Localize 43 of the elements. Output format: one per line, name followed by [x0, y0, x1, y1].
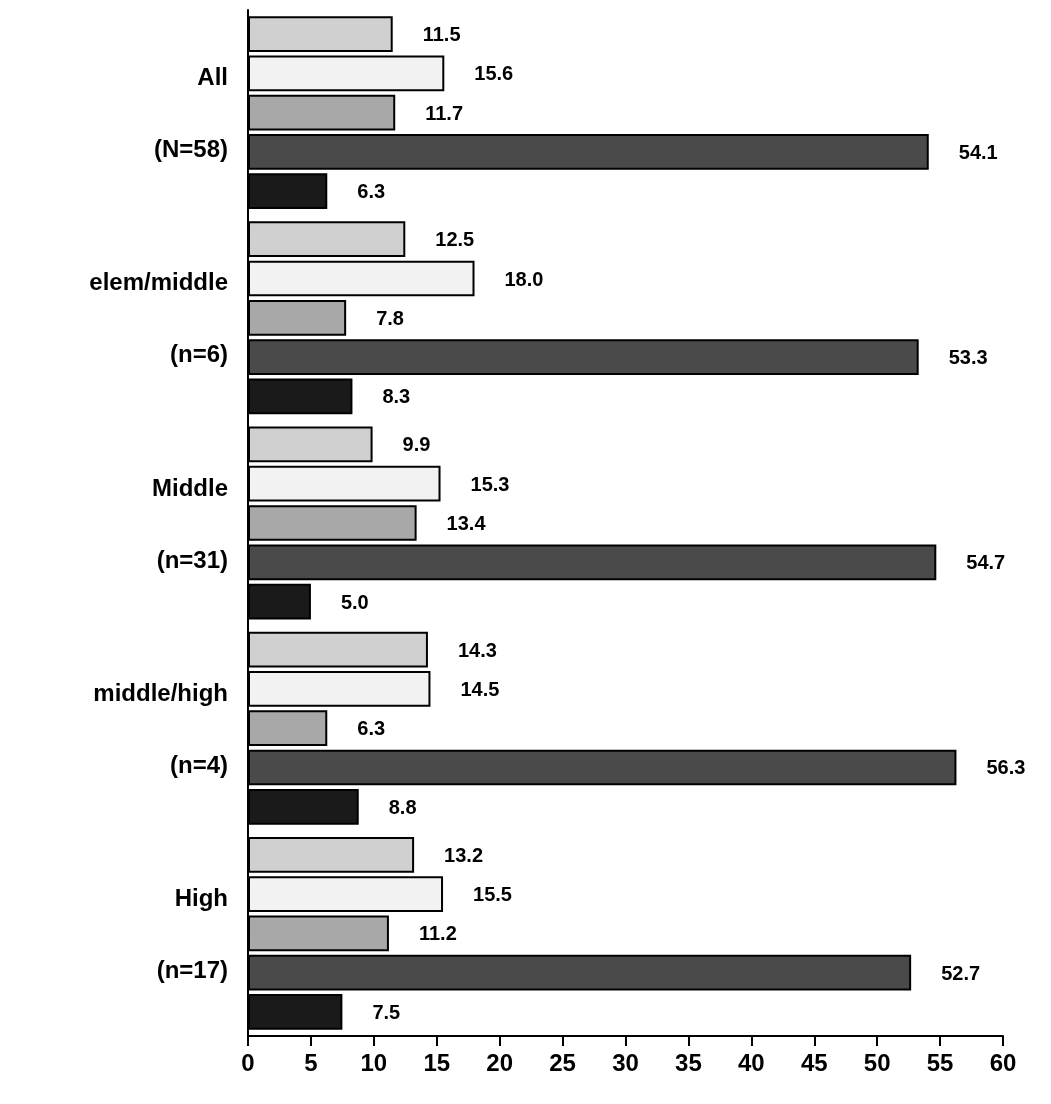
x-tick-label: 45 — [800, 1048, 828, 1076]
data-label: 5.0 — [340, 590, 369, 613]
data-label: 13.4 — [446, 512, 487, 534]
category-label: Middle (n=31) — [152, 473, 228, 573]
category-label: High (n=17) — [156, 883, 228, 983]
data-label: 14.5 — [460, 677, 500, 700]
data-label: 52.7 — [941, 961, 981, 984]
data-label: 12.5 — [435, 228, 475, 251]
x-tick-label: 0 — [241, 1048, 255, 1076]
category-label: middle/high (n=4) — [93, 678, 228, 778]
data-label: 8.3 — [382, 385, 411, 408]
x-tick-label: 35 — [675, 1048, 702, 1076]
data-label: 13.2 — [444, 843, 484, 866]
category-label: All (N=58) — [153, 63, 228, 163]
x-tick-label: 30 — [612, 1048, 639, 1076]
category-label: elem/middle (n=6) — [89, 268, 228, 368]
data-label: 56.3 — [986, 756, 1026, 779]
data-label: 7.8 — [376, 306, 404, 329]
x-tick-label: 5 — [304, 1048, 318, 1076]
data-label: 15.6 — [474, 62, 514, 85]
data-label: 8.8 — [388, 795, 417, 818]
data-label: 15.5 — [473, 883, 512, 906]
data-label: 15.3 — [470, 472, 510, 495]
data-label: 11.5 — [422, 23, 461, 46]
data-label: 7.5 — [372, 1000, 401, 1023]
x-tick-label: 40 — [737, 1048, 765, 1076]
data-label: 11.2 — [418, 922, 457, 945]
x-tick-label: 15 — [423, 1048, 451, 1076]
x-tick-label: 55 — [926, 1048, 954, 1076]
x-tick-label: 10 — [360, 1048, 388, 1076]
data-label: 11.7 — [425, 101, 464, 124]
x-tick-label: 60 — [989, 1048, 1017, 1076]
x-tick-label: 50 — [863, 1048, 891, 1076]
x-tick-label: 25 — [549, 1048, 576, 1076]
data-label: 53.3 — [948, 346, 988, 369]
data-label: 14.3 — [457, 638, 497, 661]
data-label: 54.7 — [966, 551, 1006, 574]
data-label: 6.3 — [357, 180, 386, 203]
data-label: 54.1 — [958, 140, 998, 163]
data-label: 9.9 — [402, 433, 431, 456]
data-label: 6.3 — [357, 717, 386, 740]
x-tick-label: 20 — [486, 1048, 514, 1076]
data-label: 18.0 — [504, 267, 544, 290]
